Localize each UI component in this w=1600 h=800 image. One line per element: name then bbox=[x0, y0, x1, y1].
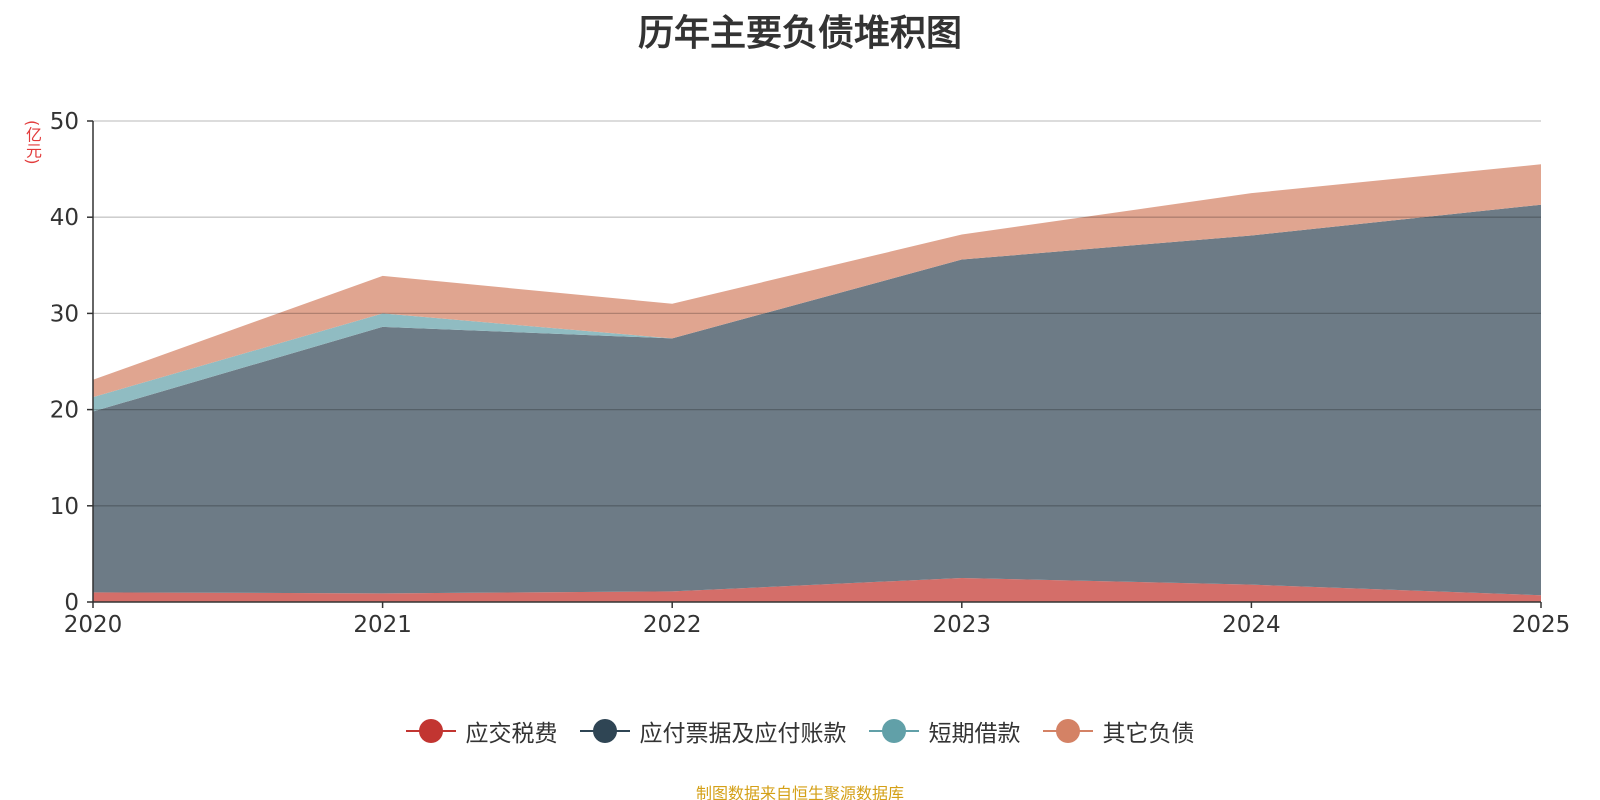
x-tick-label-2022: 2022 bbox=[643, 612, 702, 638]
area-series-1 bbox=[93, 204, 1541, 596]
x-tick-label-2020: 2020 bbox=[64, 612, 123, 638]
stacked-area-chart: 0 10 20 30 40 50 2020 2021 2022 2023 2024 2025 bbox=[50, 109, 1571, 638]
legend-label: 应付票据及应付账款 bbox=[639, 721, 847, 747]
x-tick-label-2021: 2021 bbox=[353, 612, 412, 638]
legend-marker-icon bbox=[405, 719, 456, 743]
data-source-note: 制图数据来自恒生聚源数据库 bbox=[695, 784, 904, 800]
y-tick-label-20: 20 bbox=[50, 398, 79, 424]
y-tick-label-10: 10 bbox=[50, 494, 79, 520]
y-tick-label-50: 50 bbox=[50, 109, 79, 135]
area-series-0 bbox=[93, 577, 1541, 602]
y-axis-unit-label: (亿元) bbox=[23, 120, 42, 165]
legend-label: 其它负债 bbox=[1102, 721, 1195, 747]
x-tick-label-2023: 2023 bbox=[933, 612, 992, 638]
legend-item-1[interactable]: 应付票据及应付账款 bbox=[579, 714, 847, 748]
legend-item-0[interactable]: 应交税费 bbox=[405, 714, 558, 748]
chart-title: 历年主要负债堆积图 bbox=[637, 13, 962, 54]
y-tick-label-0: 0 bbox=[64, 590, 79, 616]
legend-marker-icon bbox=[579, 719, 630, 743]
legend-marker-icon bbox=[868, 719, 919, 743]
y-tick-label-40: 40 bbox=[50, 205, 79, 231]
legend-marker-icon bbox=[1042, 719, 1093, 743]
chart-legend: 应交税费 应付票据及应付账款 短期借款 其它负债 bbox=[0, 714, 1600, 748]
area-series-3 bbox=[93, 164, 1541, 398]
legend-item-3[interactable]: 其它负债 bbox=[1042, 714, 1195, 748]
legend-label: 应交税费 bbox=[465, 721, 558, 747]
legend-label: 短期借款 bbox=[928, 721, 1021, 747]
x-tick-label-2025: 2025 bbox=[1512, 612, 1571, 638]
x-tick-label-2024: 2024 bbox=[1222, 612, 1281, 638]
y-tick-label-30: 30 bbox=[50, 301, 79, 327]
legend-item-2[interactable]: 短期借款 bbox=[868, 714, 1021, 748]
